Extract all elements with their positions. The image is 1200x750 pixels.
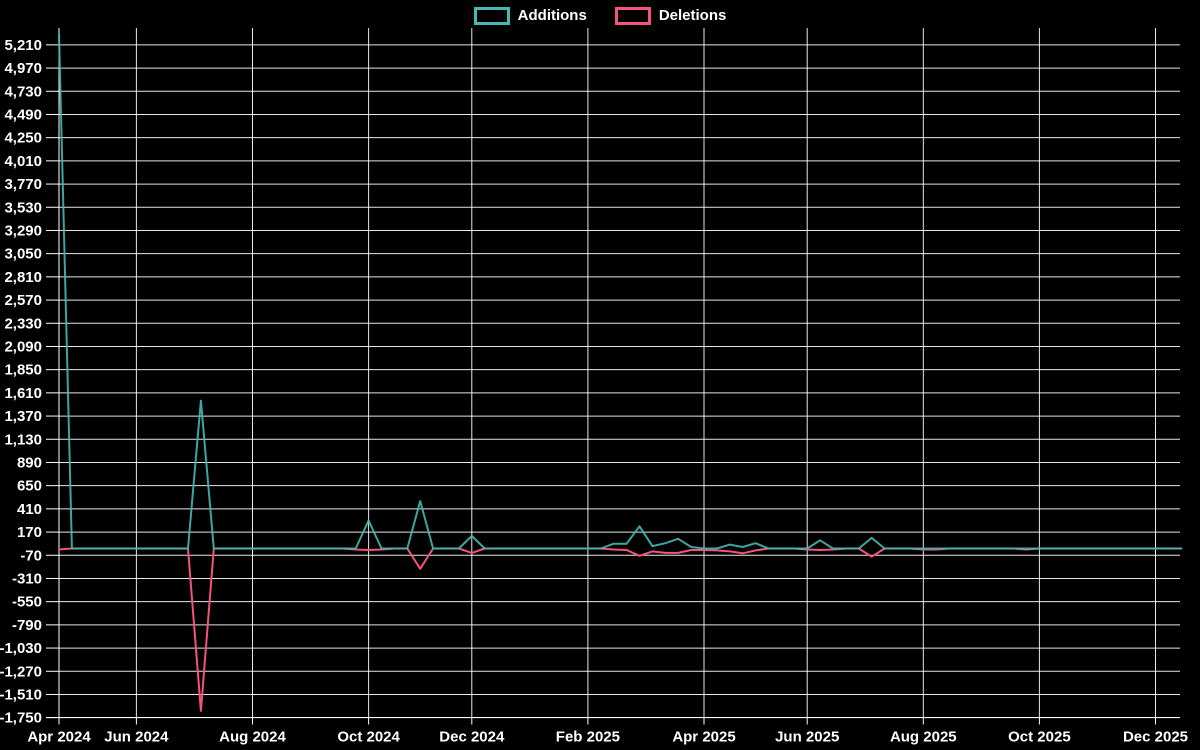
y-tick-label: 2,810: [4, 269, 42, 286]
y-tick-label: 650: [17, 478, 42, 495]
y-tick-label: -1,750: [0, 710, 42, 727]
y-tick-label: 2,090: [4, 338, 42, 355]
x-tick-label: Aug 2024: [219, 729, 286, 746]
x-tick-label: Feb 2025: [556, 729, 620, 746]
legend-item-additions[interactable]: Additions: [473, 7, 587, 25]
deletions-line: [58, 547, 1183, 712]
legend-label-deletions: Deletions: [658, 7, 727, 24]
x-tick-label: Jun 2024: [104, 729, 169, 746]
y-tick-label: 3,530: [4, 199, 42, 216]
y-tick-label: 410: [17, 501, 42, 518]
y-tick-label: 4,010: [4, 153, 42, 170]
legend-item-deletions[interactable]: Deletions: [614, 7, 727, 25]
y-tick-label: 170: [17, 524, 42, 541]
y-tick-label: 1,850: [4, 362, 42, 379]
y-tick-label: 5,210: [4, 37, 42, 54]
y-tick-label: -70: [20, 547, 42, 564]
y-tick-label: 4,970: [4, 60, 42, 77]
legend-label-additions: Additions: [517, 7, 587, 24]
y-tick-label: 1,610: [4, 385, 42, 402]
chart-legend: Additions Deletions: [0, 7, 1200, 25]
y-tick-label: 3,050: [4, 246, 42, 263]
y-tick-label: -790: [12, 617, 42, 634]
y-tick-label: -1,510: [0, 686, 42, 703]
y-tick-label: 2,570: [4, 292, 42, 309]
x-tick-label: Aug 2025: [890, 729, 957, 746]
x-tick-label: Jun 2025: [775, 729, 839, 746]
additions-line: [58, 33, 1183, 550]
y-tick-label: 3,770: [4, 176, 42, 193]
y-tick-label: 1,130: [4, 431, 42, 448]
x-tick-label: Apr 2025: [672, 729, 735, 746]
y-tick-label: 3,290: [4, 222, 42, 239]
y-tick-label: 4,730: [4, 83, 42, 100]
y-tick-label: -310: [12, 570, 42, 587]
y-tick-label: -1,270: [0, 663, 42, 680]
x-tick-label: Dec 2025: [1123, 729, 1188, 746]
x-tick-label: Oct 2025: [1008, 729, 1071, 746]
y-tick-label: 890: [17, 454, 42, 471]
x-tick-label: Oct 2024: [337, 729, 400, 746]
y-tick-label: -550: [12, 594, 42, 611]
additions-legend-swatch-icon: [473, 7, 510, 25]
y-tick-label: -1,030: [0, 640, 42, 657]
y-tick-label: 4,490: [4, 106, 42, 123]
y-tick-label: 1,370: [4, 408, 42, 425]
x-tick-label: Apr 2024: [27, 729, 91, 746]
y-tick-label: 2,330: [4, 315, 42, 332]
deletions-legend-swatch-icon: [614, 7, 651, 25]
y-tick-label: 4,250: [4, 130, 42, 147]
x-tick-label: Dec 2024: [439, 729, 505, 746]
